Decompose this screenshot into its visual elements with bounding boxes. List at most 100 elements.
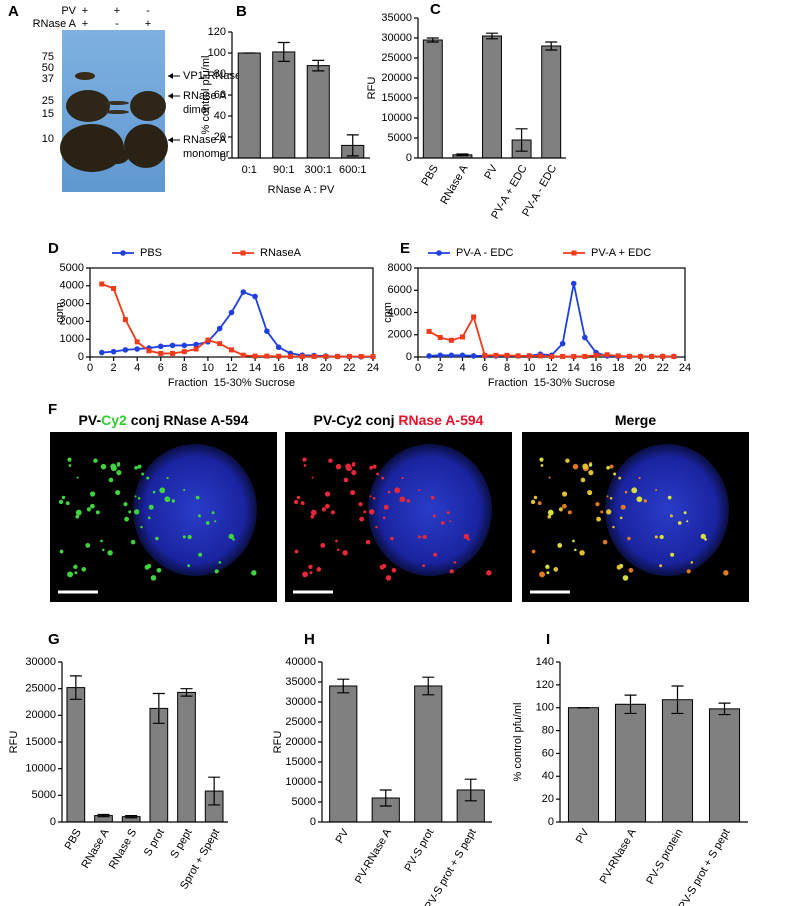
error-bar: [125, 815, 138, 819]
puncta: [308, 564, 313, 570]
y-tick-label: 60: [214, 89, 226, 101]
puncta: [86, 507, 92, 512]
error-bar: [69, 675, 82, 700]
puncta: [430, 495, 435, 500]
point: [264, 328, 270, 334]
series-line: [101, 283, 373, 358]
y-tick-label: 40000: [285, 656, 316, 668]
bar: [371, 797, 400, 823]
puncta: [558, 507, 564, 512]
point: [276, 353, 282, 359]
y-tick-label: 120: [536, 679, 554, 691]
y-axis-label: RFU: [272, 731, 284, 754]
puncta: [205, 521, 210, 525]
y-tick-label: 15000: [285, 756, 316, 768]
y-tick-label: 0: [50, 816, 56, 828]
puncta: [144, 564, 150, 570]
point: [493, 352, 499, 358]
puncta: [390, 536, 394, 541]
puncta: [156, 567, 162, 573]
y-tick-label: 10000: [381, 112, 412, 124]
puncta: [579, 550, 585, 556]
point: [299, 353, 305, 359]
puncta: [102, 548, 105, 552]
point: [323, 353, 329, 359]
puncta: [602, 539, 608, 545]
error-bar: [422, 676, 435, 696]
y-tick-label: 20000: [25, 709, 56, 721]
point: [560, 353, 566, 359]
x-tick-label: PV-RNase A: [353, 826, 394, 886]
puncta: [562, 503, 567, 509]
blot-annotation: VP1-RNase A: [183, 70, 252, 82]
point: [660, 353, 666, 359]
panel-letter: F: [48, 401, 57, 418]
puncta: [628, 567, 634, 573]
puncta: [606, 495, 609, 498]
puncta: [183, 489, 186, 492]
y-tick-label: 1000: [60, 333, 84, 345]
puncta: [195, 495, 200, 500]
point: [134, 346, 140, 352]
puncta: [612, 525, 615, 529]
x-tick-label: 6: [158, 362, 164, 374]
point: [122, 347, 129, 353]
point: [448, 352, 455, 359]
error-bar: [671, 685, 684, 715]
point: [526, 353, 532, 359]
series-line: [101, 290, 373, 358]
micrograph-title: Merge: [615, 412, 656, 428]
puncta: [723, 570, 729, 576]
x-tick-label: PV-S prot + S pept: [677, 827, 733, 906]
puncta: [75, 509, 82, 516]
puncta: [467, 538, 470, 541]
point: [240, 289, 247, 295]
puncta: [655, 489, 658, 492]
x-tick-label: 90:1: [273, 164, 294, 176]
puncta: [300, 501, 305, 506]
y-axis-label: RFU: [366, 77, 378, 100]
puncta: [463, 533, 469, 540]
puncta: [59, 549, 64, 554]
puncta: [547, 509, 554, 516]
puncta: [667, 495, 672, 500]
y-axis-label: cpm: [382, 302, 394, 323]
puncta: [302, 457, 307, 462]
puncta: [351, 463, 356, 467]
point: [98, 349, 105, 356]
x-tick-label: 18: [612, 362, 624, 374]
x-tick-label: PV: [482, 162, 500, 181]
blot-annotation: RNase A: [183, 90, 227, 102]
y-tick-label: 0: [406, 351, 412, 363]
puncta: [198, 552, 203, 557]
puncta: [316, 567, 322, 572]
error-bar: [337, 678, 350, 694]
point: [504, 352, 510, 358]
puncta: [123, 502, 128, 507]
x-tick-label: PBS: [420, 163, 441, 188]
bar: [567, 707, 600, 823]
puncta: [85, 542, 91, 548]
y-tick-label: 5000: [32, 789, 56, 801]
y-tick-label: 140: [536, 656, 554, 668]
y-tick-label: 2000: [60, 315, 84, 327]
puncta: [214, 520, 217, 523]
puncta: [164, 496, 171, 503]
point: [426, 353, 432, 359]
puncta: [572, 539, 575, 543]
puncta: [324, 491, 331, 497]
y-tick-label: 10000: [285, 776, 316, 788]
puncta: [303, 464, 307, 467]
puncta: [376, 472, 380, 476]
puncta: [561, 491, 568, 497]
y-axis-label: RFU: [8, 731, 20, 754]
puncta: [197, 514, 201, 518]
point: [287, 353, 293, 359]
bar: [149, 707, 169, 823]
error-bar: [97, 813, 110, 818]
puncta: [68, 464, 72, 467]
puncta: [530, 499, 536, 505]
x-tick-label: RNase A: [438, 162, 470, 206]
puncta: [108, 477, 114, 483]
